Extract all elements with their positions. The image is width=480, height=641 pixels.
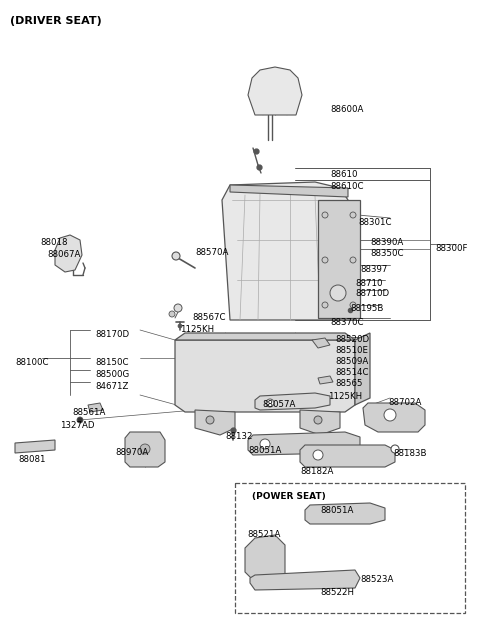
- Polygon shape: [245, 535, 285, 582]
- Polygon shape: [363, 403, 425, 432]
- Polygon shape: [230, 185, 348, 197]
- Circle shape: [351, 571, 359, 579]
- Text: 88702A: 88702A: [388, 398, 421, 407]
- Text: 88565: 88565: [335, 379, 362, 388]
- Bar: [235, 483, 465, 613]
- Text: 88370C: 88370C: [330, 318, 363, 327]
- Text: 88300F: 88300F: [435, 244, 468, 253]
- Polygon shape: [250, 570, 360, 590]
- Circle shape: [330, 285, 346, 301]
- Text: 88350C: 88350C: [370, 249, 404, 258]
- Polygon shape: [15, 440, 55, 453]
- Circle shape: [350, 302, 356, 308]
- Circle shape: [169, 311, 175, 317]
- Text: 1327AD: 1327AD: [60, 421, 95, 430]
- Text: 88397: 88397: [360, 265, 387, 274]
- Circle shape: [260, 439, 270, 449]
- Text: 88183B: 88183B: [393, 449, 427, 458]
- Text: 88301C: 88301C: [358, 218, 392, 227]
- Text: 88390A: 88390A: [370, 238, 403, 247]
- Text: 88057A: 88057A: [262, 400, 295, 409]
- Text: 88520D: 88520D: [335, 335, 369, 344]
- Polygon shape: [312, 338, 330, 348]
- Text: 88514C: 88514C: [335, 368, 369, 377]
- Text: 88150C: 88150C: [95, 358, 129, 367]
- Text: 1125KH: 1125KH: [180, 325, 214, 334]
- Text: 88081: 88081: [18, 455, 46, 464]
- Text: 84671Z: 84671Z: [95, 382, 128, 391]
- Circle shape: [77, 417, 83, 423]
- Circle shape: [266, 399, 274, 407]
- Circle shape: [391, 445, 399, 453]
- Text: 1125KH: 1125KH: [328, 392, 362, 401]
- Polygon shape: [305, 503, 385, 524]
- Text: 88610: 88610: [330, 170, 358, 179]
- Text: 88561A: 88561A: [72, 408, 106, 417]
- Text: (POWER SEAT): (POWER SEAT): [252, 492, 326, 501]
- Text: 88710: 88710: [355, 279, 383, 288]
- Polygon shape: [255, 393, 330, 410]
- Circle shape: [174, 304, 182, 312]
- Text: 88100C: 88100C: [15, 358, 48, 367]
- Polygon shape: [125, 432, 165, 467]
- Polygon shape: [300, 410, 340, 435]
- Polygon shape: [248, 432, 360, 455]
- Text: 88970A: 88970A: [115, 448, 148, 457]
- Circle shape: [317, 341, 323, 347]
- Circle shape: [314, 416, 322, 424]
- Polygon shape: [175, 333, 355, 340]
- Circle shape: [140, 444, 150, 454]
- Text: 88523A: 88523A: [360, 575, 394, 584]
- Polygon shape: [55, 235, 82, 272]
- Polygon shape: [318, 376, 333, 384]
- Circle shape: [322, 257, 328, 263]
- Circle shape: [172, 252, 180, 260]
- Circle shape: [206, 416, 214, 424]
- Text: (DRIVER SEAT): (DRIVER SEAT): [10, 16, 102, 26]
- Polygon shape: [222, 182, 355, 320]
- Text: 88170D: 88170D: [95, 330, 129, 339]
- Circle shape: [322, 302, 328, 308]
- Text: 88522H: 88522H: [320, 588, 354, 597]
- Polygon shape: [355, 333, 370, 405]
- Polygon shape: [175, 340, 355, 412]
- Text: 88610C: 88610C: [330, 182, 363, 191]
- Text: 88509A: 88509A: [335, 357, 368, 366]
- Text: 88521A: 88521A: [247, 530, 280, 539]
- Polygon shape: [318, 200, 360, 318]
- Text: 88570A: 88570A: [195, 248, 228, 257]
- Text: 88067A: 88067A: [47, 250, 80, 259]
- Circle shape: [322, 212, 328, 218]
- Text: 88051A: 88051A: [248, 446, 281, 455]
- Polygon shape: [248, 67, 302, 115]
- Text: 88132: 88132: [225, 432, 252, 441]
- Text: 88018: 88018: [40, 238, 68, 247]
- Text: 88567C: 88567C: [192, 313, 226, 322]
- Text: 88500G: 88500G: [95, 370, 129, 379]
- Circle shape: [313, 450, 323, 460]
- Text: 88195B: 88195B: [350, 304, 384, 313]
- Polygon shape: [88, 403, 103, 412]
- Circle shape: [315, 508, 325, 518]
- Polygon shape: [300, 445, 395, 467]
- Text: 88182A: 88182A: [300, 467, 334, 476]
- Circle shape: [350, 257, 356, 263]
- Circle shape: [384, 409, 396, 421]
- Text: 88710D: 88710D: [355, 289, 389, 298]
- Circle shape: [178, 324, 182, 328]
- Text: 88600A: 88600A: [330, 105, 363, 114]
- Text: 88051A: 88051A: [320, 506, 353, 515]
- Polygon shape: [195, 410, 235, 435]
- Circle shape: [350, 212, 356, 218]
- Text: 88510E: 88510E: [335, 346, 368, 355]
